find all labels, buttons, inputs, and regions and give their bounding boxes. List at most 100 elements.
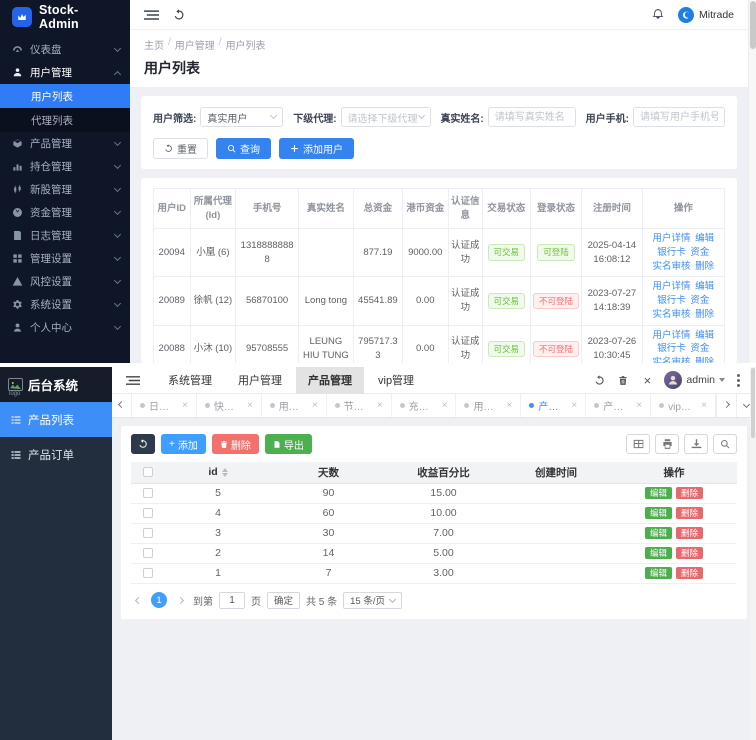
edit-button[interactable]: 编辑 — [644, 506, 672, 520]
delete-button[interactable]: 删除 — [676, 546, 704, 560]
user-filter-select[interactable]: 真实用户 — [200, 107, 284, 127]
tab-product-orders[interactable]: 产品订单× — [586, 394, 652, 417]
delete-button[interactable]: 删除 — [676, 526, 704, 540]
user-detail-link[interactable]: 用户详情 — [652, 233, 691, 244]
select-all-checkbox[interactable] — [143, 467, 153, 478]
columns-icon[interactable] — [626, 434, 650, 454]
tab-quick-entry[interactable]: 快捷入口× — [197, 394, 262, 417]
close-icon[interactable]: × — [246, 400, 253, 411]
collapse-menu-icon[interactable] — [122, 369, 144, 391]
tab-node-management[interactable]: 节点管理× — [327, 394, 392, 417]
query-button[interactable]: 查询 — [216, 138, 271, 159]
close-icon[interactable]: × — [376, 400, 383, 411]
fullscreen-close-icon[interactable]: × — [643, 372, 652, 388]
row-checkbox[interactable] — [143, 488, 153, 499]
tab-log-management[interactable]: 日志管理× — [132, 394, 197, 417]
export-button[interactable]: 导出 — [264, 434, 312, 454]
delete-link[interactable]: 删除 — [695, 260, 715, 272]
refresh-icon[interactable] — [588, 369, 610, 391]
more-options-icon[interactable] — [737, 378, 740, 382]
row-checkbox[interactable] — [143, 508, 153, 519]
close-icon[interactable]: × — [311, 400, 318, 411]
close-icon[interactable]: × — [441, 400, 448, 411]
funds-link[interactable]: 资金 — [690, 343, 710, 355]
sidebar-item-position-management[interactable]: 持仓管理 — [0, 155, 130, 178]
nav-item-product-management[interactable]: 产品管理 — [296, 367, 364, 394]
scrollbar-thumb[interactable] — [751, 368, 755, 438]
refresh-icon[interactable] — [173, 8, 185, 21]
edit-link[interactable]: 编辑 — [695, 281, 715, 293]
delete-link[interactable]: 删除 — [695, 357, 715, 363]
search-icon[interactable] — [713, 434, 737, 454]
tab-recharge-method[interactable]: 充值方式× — [392, 394, 457, 417]
real-name-audit-link[interactable]: 实名审核 — [652, 308, 691, 320]
prev-page-icon[interactable] — [131, 593, 145, 607]
nav-item-user-management[interactable]: 用户管理 — [238, 375, 282, 387]
sort-icon[interactable] — [221, 467, 228, 477]
bank-card-link[interactable]: 银行卡 — [657, 343, 686, 355]
sidebar-item-product-list[interactable]: 产品列表 — [0, 402, 112, 437]
user-detail-link[interactable]: 用户详情 — [652, 281, 691, 293]
close-icon[interactable]: × — [571, 400, 578, 411]
close-icon[interactable]: × — [506, 400, 513, 411]
refresh-button[interactable] — [131, 434, 155, 454]
user-phone-input[interactable] — [633, 107, 725, 127]
delete-button[interactable]: 删除 — [211, 434, 259, 454]
sidebar-item-agent-list[interactable]: 代理列表 — [0, 108, 130, 132]
close-icon[interactable]: × — [701, 400, 708, 411]
close-icon[interactable]: × — [182, 400, 188, 411]
bank-card-link[interactable]: 银行卡 — [657, 246, 686, 258]
download-icon[interactable] — [684, 434, 708, 454]
add-button[interactable]: + 添加 — [161, 434, 206, 454]
add-user-button[interactable]: 添加用户 — [279, 138, 354, 159]
bank-card-link[interactable]: 银行卡 — [657, 295, 686, 307]
tabs-scroll-left-icon[interactable] — [112, 394, 132, 417]
scrollbar-thumb[interactable] — [750, 1, 756, 49]
sidebar-item-admin-settings[interactable]: 管理设置 — [0, 247, 130, 270]
tabs-scroll-right-icon[interactable] — [716, 394, 736, 417]
tabs-menu-icon[interactable] — [736, 394, 756, 417]
user-detail-link[interactable]: 用户详情 — [652, 329, 691, 341]
real-name-audit-link[interactable]: 实名审核 — [652, 260, 691, 272]
real-name-input[interactable] — [487, 107, 576, 127]
funds-link[interactable]: 资金 — [690, 295, 710, 307]
delete-link[interactable]: 删除 — [695, 308, 715, 320]
nav-item-system-management[interactable]: 系统管理 — [168, 375, 212, 387]
sidebar-item-product-management[interactable]: 产品管理 — [0, 132, 130, 155]
sidebar-item-user-management[interactable]: 用户管理 — [0, 61, 130, 84]
sidebar-item-system-settings[interactable]: 系统设置 — [0, 293, 130, 316]
tab-withdraw-rate[interactable]: 用户提现汇率× — [262, 394, 327, 417]
collapse-menu-icon[interactable] — [144, 9, 159, 21]
row-checkbox[interactable] — [143, 528, 153, 539]
edit-link[interactable]: 编辑 — [695, 233, 715, 244]
tab-vip-list[interactable]: vip列表× — [651, 394, 717, 417]
row-checkbox[interactable] — [143, 568, 153, 579]
user-menu[interactable]: admin — [664, 371, 725, 389]
sidebar-item-log-management[interactable]: 日志管理 — [0, 224, 130, 247]
sidebar-item-risk-settings[interactable]: 风控设置 — [0, 270, 130, 293]
reset-button[interactable]: 重置 — [153, 138, 208, 159]
page-number-button[interactable]: 1 — [151, 592, 167, 608]
bell-icon[interactable] — [652, 8, 664, 21]
funds-link[interactable]: 资金 — [690, 246, 710, 258]
next-page-icon[interactable] — [173, 593, 187, 607]
per-page-select[interactable]: 15 条/页 — [343, 591, 402, 609]
delete-button[interactable]: 删除 — [676, 506, 704, 520]
row-checkbox[interactable] — [143, 548, 153, 559]
print-icon[interactable] — [655, 434, 679, 454]
real-name-audit-link[interactable]: 实名审核 — [652, 357, 691, 363]
tab-product-list[interactable]: 产品列表× — [521, 394, 587, 417]
sidebar-item-new-stock-management[interactable]: 新股管理 — [0, 178, 130, 201]
user-menu[interactable]: Mitrade — [677, 6, 734, 23]
edit-button[interactable]: 编辑 — [644, 566, 672, 580]
close-icon[interactable]: × — [636, 400, 643, 411]
confirm-page-button[interactable]: 确定 — [267, 591, 301, 609]
sidebar-item-funds-management[interactable]: 资金管理 — [0, 201, 130, 224]
edit-button[interactable]: 编辑 — [644, 486, 672, 500]
edit-button[interactable]: 编辑 — [644, 546, 672, 560]
sidebar-item-personal-center[interactable]: 个人中心 — [0, 316, 130, 339]
goto-page-input[interactable] — [219, 591, 245, 609]
sidebar-item-product-orders[interactable]: 产品订单 — [0, 437, 112, 472]
sidebar-item-user-list[interactable]: 用户列表 — [0, 84, 130, 108]
tab-user-list[interactable]: 用户列表× — [456, 394, 522, 417]
